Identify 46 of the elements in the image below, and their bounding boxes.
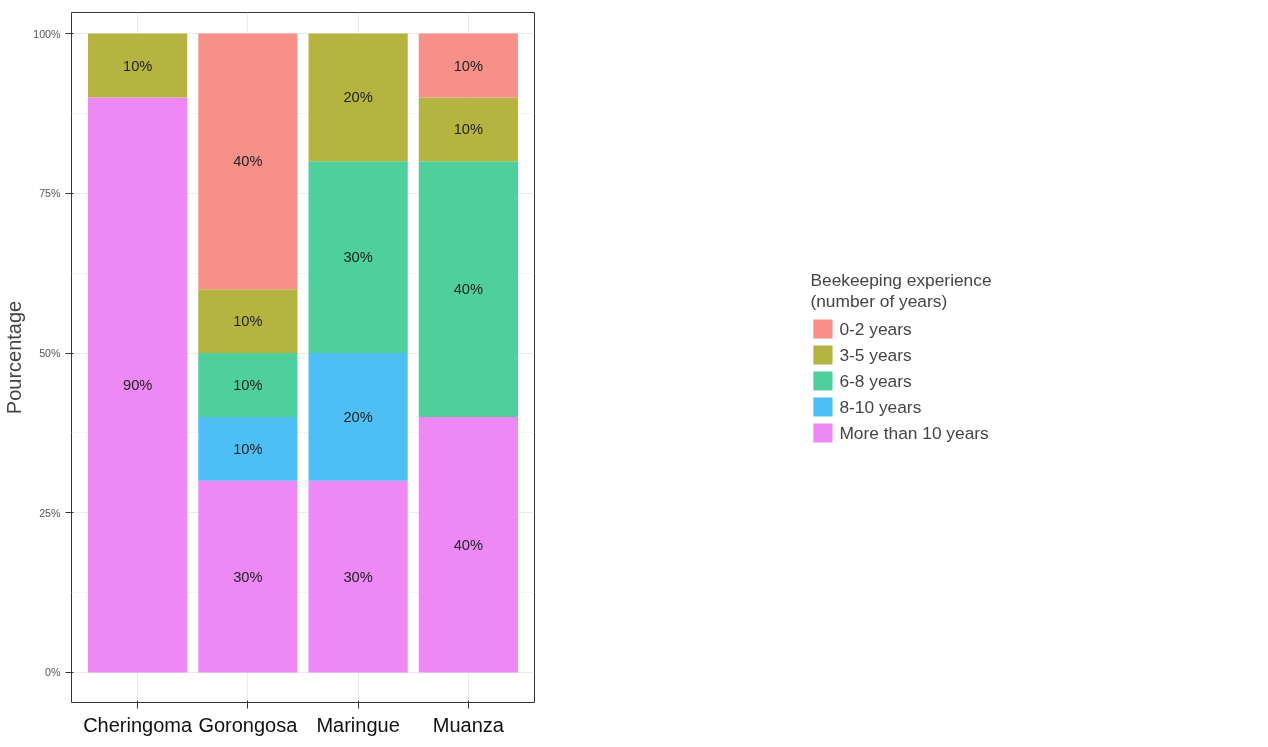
y-tick-label: 100% xyxy=(33,27,62,40)
legend-label: 0-2 years xyxy=(839,318,912,339)
data-label: 30% xyxy=(343,568,373,585)
bar xyxy=(308,161,408,354)
x-tick-label: Cheringoma xyxy=(83,713,193,736)
data-label: 10% xyxy=(233,376,263,393)
legend-label: More than 10 years xyxy=(839,422,989,443)
data-label: 20% xyxy=(343,408,373,425)
x-tick-label: Muanza xyxy=(432,713,505,736)
x-tick-label: Maringue xyxy=(316,713,400,736)
data-label: 30% xyxy=(343,249,373,266)
bar xyxy=(418,161,518,417)
bar xyxy=(418,97,518,162)
bar xyxy=(88,33,188,98)
bar xyxy=(308,480,408,673)
data-label: 10% xyxy=(453,57,484,74)
y-tick-label: 0% xyxy=(45,666,62,679)
data-label: 40% xyxy=(453,281,484,298)
legend-label: 8-10 years xyxy=(839,396,922,417)
y-tick-label: 25% xyxy=(39,506,62,519)
bar xyxy=(308,353,408,481)
data-label: 40% xyxy=(233,153,263,170)
data-label: 10% xyxy=(122,57,153,74)
data-label: 20% xyxy=(343,89,373,106)
bar xyxy=(198,480,298,673)
data-label: 90% xyxy=(122,376,153,393)
bar xyxy=(418,416,518,673)
bar xyxy=(198,289,298,354)
y-tick-label: 50% xyxy=(39,347,62,360)
data-label: 10% xyxy=(453,121,484,138)
data-label: 10% xyxy=(233,440,263,457)
y-axis-title: Pourcentage xyxy=(3,300,26,415)
legend-label: 6-8 years xyxy=(839,370,912,391)
bar xyxy=(198,353,298,417)
y-tick-label: 75% xyxy=(39,187,62,200)
x-tick-label: Gorongosa xyxy=(198,713,299,736)
legend-label: 3-5 years xyxy=(839,344,912,365)
data-label: 30% xyxy=(233,568,263,585)
data-label: 40% xyxy=(453,536,484,553)
bar xyxy=(198,33,298,290)
bar xyxy=(88,97,188,673)
bar xyxy=(308,33,408,162)
data-label: 10% xyxy=(233,313,263,330)
legend-title: Beekeeping experience (number of years) xyxy=(810,269,992,312)
bar xyxy=(418,33,518,98)
bar xyxy=(198,416,298,481)
